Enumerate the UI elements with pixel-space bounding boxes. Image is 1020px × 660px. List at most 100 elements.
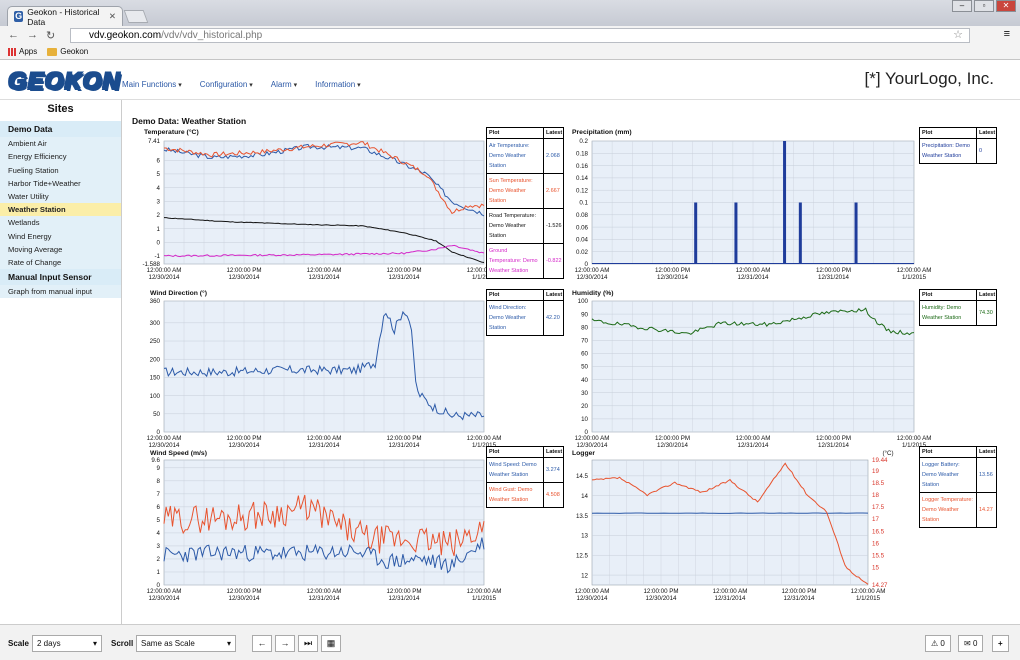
y2-tick-label: 16 bbox=[872, 540, 879, 547]
tab-title: Geokon - Historical Data bbox=[27, 6, 100, 27]
x-tick-date: 1/1/2015 bbox=[472, 442, 497, 449]
x-tick-date: 12/30/2014 bbox=[229, 595, 261, 602]
x-tick-date: 12/30/2014 bbox=[149, 595, 181, 602]
x-tick-date: 12/30/2014 bbox=[657, 274, 689, 281]
new-tab-button[interactable] bbox=[123, 10, 149, 23]
x-tick-date: 12/31/2014 bbox=[738, 442, 770, 449]
sidebar-item-moving-average[interactable]: Moving Average bbox=[0, 242, 121, 256]
forward-icon[interactable]: → bbox=[27, 29, 38, 41]
browser-menu-icon[interactable]: ≡ bbox=[1003, 28, 1010, 40]
legend-row[interactable]: Logger Temperature: Demo Weather Station… bbox=[920, 493, 996, 527]
legend-row[interactable]: Logger Battery: Demo Weather Station 13.5… bbox=[920, 458, 996, 493]
table-icon[interactable]: ▦ bbox=[321, 635, 341, 652]
bookmark-geokon[interactable]: Geokon bbox=[47, 47, 88, 56]
y-tick-label: 300 bbox=[150, 320, 161, 327]
y-tick-label: 200 bbox=[150, 356, 161, 363]
close-window-icon[interactable]: ✕ bbox=[996, 0, 1016, 12]
maximize-icon[interactable]: ▫ bbox=[974, 0, 994, 12]
scale-select[interactable]: 2 days bbox=[32, 635, 102, 652]
browser-tab[interactable]: G Geokon - Historical Data ✕ bbox=[7, 6, 123, 27]
legend-row[interactable]: Humidity: Demo Weather Station 74.30 bbox=[920, 301, 996, 325]
x-tick-date: 12/31/2014 bbox=[738, 274, 770, 281]
sidebar-item-harbor-tide-weather[interactable]: Harbor Tide+Weather bbox=[0, 176, 121, 190]
x-tick-date: 12/31/2014 bbox=[389, 442, 421, 449]
y-tick-label: 6 bbox=[157, 504, 161, 511]
sidebar-item-graph-from-manual-input[interactable]: Graph from manual input bbox=[0, 284, 121, 299]
y-tick-label: 0.14 bbox=[576, 175, 589, 182]
legend-row[interactable]: Wind Speed: Demo Weather Station 3.274 bbox=[487, 458, 563, 483]
legend-row[interactable]: Sun Temperature: Demo Weather Station 2.6… bbox=[487, 174, 563, 209]
minimize-icon[interactable]: – bbox=[952, 0, 972, 12]
y2-tick-label: 16.5 bbox=[872, 528, 885, 535]
series-line-wind-gust-demo-weather-station bbox=[163, 494, 485, 557]
bottom-toolbar: Scale 2 days Scroll Same as Scale ← → ⏭ … bbox=[0, 624, 1020, 660]
charts-canvas: Temperature (°C)7.416543210-1-1.58812:00… bbox=[142, 128, 931, 602]
legend-latest-value: 2.667 bbox=[546, 188, 560, 194]
legend-latest-value: -0.822 bbox=[546, 258, 562, 264]
legend-series-name: Sun Temperature: Demo Weather Station bbox=[487, 174, 544, 208]
y-tick-label: 8 bbox=[157, 478, 161, 485]
sidebar-item-wind-energy[interactable]: Wind Energy bbox=[0, 229, 121, 243]
x-tick-date: 12/31/2014 bbox=[309, 595, 341, 602]
y2-tick-label: 14.27 bbox=[872, 582, 888, 589]
add-button[interactable]: + bbox=[992, 635, 1009, 652]
legend-row[interactable]: Precipitation: Demo Weather Station 0 bbox=[920, 139, 996, 163]
x-tick-time: 12:00:00 PM bbox=[226, 588, 261, 595]
y-tick-label: 4 bbox=[157, 185, 161, 192]
sidebar-item-water-utility[interactable]: Water Utility bbox=[0, 189, 121, 203]
x-tick-date: 12/31/2014 bbox=[818, 442, 850, 449]
nav-alarm[interactable]: Alarm bbox=[271, 80, 297, 89]
sidebar-item-wetlands[interactable]: Wetlands bbox=[0, 216, 121, 230]
arrow-right-icon[interactable]: → bbox=[275, 635, 295, 652]
x-tick-date: 12/30/2014 bbox=[577, 595, 609, 602]
x-tick-date: 1/1/2015 bbox=[856, 595, 881, 602]
alarm-button[interactable]: ⚠ 0 bbox=[925, 635, 951, 652]
nav-main-functions[interactable]: Main Functions bbox=[122, 80, 182, 89]
y-tick-label: 0.04 bbox=[576, 237, 589, 244]
legend-latest-header: Latest bbox=[979, 130, 996, 136]
legend-series-name: Logger Temperature: Demo Weather Station bbox=[920, 493, 977, 527]
back-icon[interactable]: ← bbox=[8, 29, 19, 41]
legend-row[interactable]: Wind Gust: Demo Weather Station 4.508 bbox=[487, 483, 563, 507]
legend-row[interactable]: Road Temperature: Demo Weather Station -1… bbox=[487, 209, 563, 244]
scroll-select[interactable]: Same as Scale bbox=[136, 635, 236, 652]
sidebar-item-fueling-station[interactable]: Fueling Station bbox=[0, 163, 121, 177]
messages-button[interactable]: ✉ 0 bbox=[958, 635, 984, 652]
legend-row[interactable]: Wind Direction: Demo Weather Station 42.2… bbox=[487, 301, 563, 335]
sidebar-item-energy-efficiency[interactable]: Energy Efficiency bbox=[0, 150, 121, 164]
geokon-logo[interactable]: GEOKON bbox=[8, 68, 121, 95]
sidebar-item-ambient-air[interactable]: Ambient Air bbox=[0, 137, 121, 151]
x-tick-date: 12/31/2014 bbox=[389, 274, 421, 281]
warning-icon: ⚠ bbox=[931, 639, 939, 648]
legend-plot-header: Plot bbox=[487, 128, 544, 138]
y-tick-label: 70 bbox=[581, 338, 588, 345]
sidebar-item-weather-station[interactable]: Weather Station bbox=[0, 202, 121, 217]
series-line-humidity-demo-weather-station bbox=[591, 307, 915, 336]
y-tick-label: 14 bbox=[581, 493, 588, 500]
y-tick-label: 0 bbox=[157, 582, 161, 589]
bookmark-apps[interactable]: Apps bbox=[8, 47, 37, 56]
series-line-air-temperature-demo-weather-station bbox=[163, 143, 485, 217]
nav-configuration[interactable]: Configuration bbox=[200, 80, 253, 89]
y-tick-label: 2 bbox=[157, 212, 161, 219]
x-tick-time: 12:00:00 AM bbox=[575, 588, 610, 595]
nav-information[interactable]: Information bbox=[315, 80, 361, 89]
skip-end-icon[interactable]: ⏭ bbox=[298, 635, 318, 652]
reload-icon[interactable]: ↻ bbox=[46, 29, 56, 42]
y-tick-label: 3 bbox=[157, 198, 161, 205]
y-tick-label: 100 bbox=[578, 298, 589, 305]
sidebar-item-rate-of-change[interactable]: Rate of Change bbox=[0, 255, 121, 269]
bookmark-star-icon[interactable]: ☆ bbox=[953, 29, 963, 41]
address-bar[interactable]: vdv.geokon.com/vdv/vdv_historical.php ☆ bbox=[70, 28, 970, 43]
y2-tick-label: 15.5 bbox=[872, 552, 885, 559]
y-tick-label: -1.588 bbox=[142, 261, 160, 268]
sites-sidebar: Sites Demo Data Ambient Air Energy Efficie… bbox=[0, 100, 122, 624]
legend-row[interactable]: Air Temperature: Demo Weather Station 2.0… bbox=[487, 139, 563, 174]
legend-latest-value: 4.508 bbox=[546, 492, 560, 498]
legend-row[interactable]: Ground Temperature: Demo Weather Station… bbox=[487, 244, 563, 278]
arrow-left-icon[interactable]: ← bbox=[252, 635, 272, 652]
y-tick-label: 0.02 bbox=[576, 249, 589, 256]
precipitation-bar bbox=[854, 202, 858, 264]
bookmark-geokon-label: Geokon bbox=[60, 47, 89, 56]
close-tab-icon[interactable]: ✕ bbox=[108, 11, 116, 21]
